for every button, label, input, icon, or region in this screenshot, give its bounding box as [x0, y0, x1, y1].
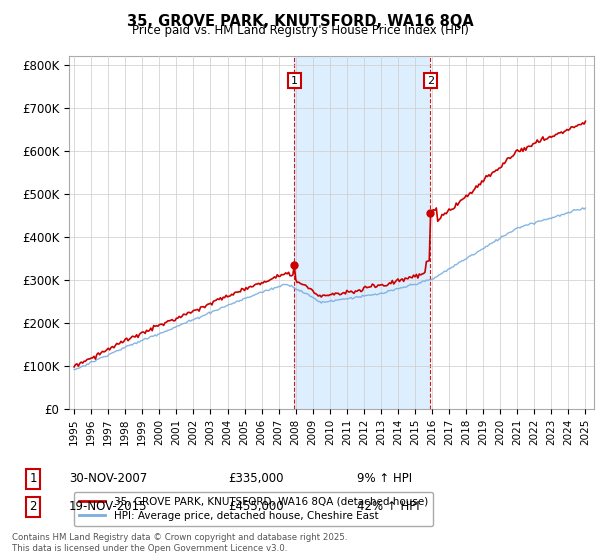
Text: Price paid vs. HM Land Registry's House Price Index (HPI): Price paid vs. HM Land Registry's House … — [131, 24, 469, 37]
Text: 1: 1 — [291, 76, 298, 86]
Text: 2: 2 — [29, 500, 37, 514]
Text: 42% ↑ HPI: 42% ↑ HPI — [357, 500, 419, 514]
Text: 35, GROVE PARK, KNUTSFORD, WA16 8QA: 35, GROVE PARK, KNUTSFORD, WA16 8QA — [127, 14, 473, 29]
Text: 2: 2 — [427, 76, 434, 86]
Bar — [295, 56, 430, 409]
Text: £335,000: £335,000 — [228, 472, 284, 486]
Text: Contains HM Land Registry data © Crown copyright and database right 2025.
This d: Contains HM Land Registry data © Crown c… — [12, 534, 347, 553]
Text: 30-NOV-2007: 30-NOV-2007 — [69, 472, 147, 486]
Legend: 35, GROVE PARK, KNUTSFORD, WA16 8QA (detached house), HPI: Average price, detach: 35, GROVE PARK, KNUTSFORD, WA16 8QA (det… — [74, 492, 433, 526]
Text: 19-NOV-2015: 19-NOV-2015 — [69, 500, 148, 514]
Text: 1: 1 — [29, 472, 37, 486]
Text: 9% ↑ HPI: 9% ↑ HPI — [357, 472, 412, 486]
Text: £455,000: £455,000 — [228, 500, 284, 514]
